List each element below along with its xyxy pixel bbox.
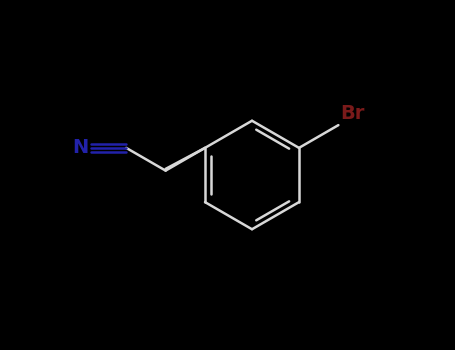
Text: Br: Br	[340, 104, 364, 123]
Text: N: N	[72, 138, 88, 158]
